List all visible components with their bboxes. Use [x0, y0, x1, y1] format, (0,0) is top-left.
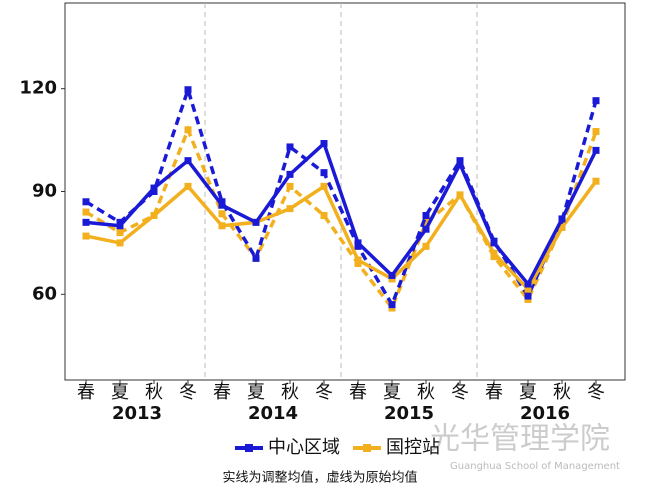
point — [456, 160, 464, 168]
point — [422, 218, 430, 226]
x-tick-label: 秋 — [553, 382, 571, 403]
point — [82, 198, 90, 206]
x-tick-label: 春 — [213, 382, 231, 403]
x-tick-label: 春 — [349, 382, 367, 403]
point — [524, 280, 532, 288]
group-label: 2013 — [112, 403, 162, 424]
y-tick-label: 60 — [32, 283, 57, 304]
x-tick-label: 夏 — [111, 382, 129, 403]
x-tick-label: 冬 — [587, 382, 605, 403]
point — [116, 239, 124, 247]
series-line — [85, 180, 598, 293]
series-line — [85, 140, 598, 288]
point — [286, 170, 294, 178]
point — [592, 146, 600, 154]
x-tick-label: 夏 — [247, 382, 265, 403]
point — [456, 191, 464, 199]
point — [422, 225, 430, 233]
point — [592, 177, 600, 185]
x-tick-label: 春 — [77, 382, 95, 403]
point — [184, 86, 192, 94]
point — [388, 301, 396, 309]
point — [252, 218, 260, 226]
group-label: 2016 — [520, 403, 570, 424]
point — [558, 215, 566, 223]
point — [184, 126, 192, 134]
legend-marker — [363, 444, 371, 452]
x-tick-label: 春 — [485, 382, 503, 403]
point — [286, 205, 294, 213]
point — [286, 143, 294, 151]
series-line — [85, 83, 598, 309]
note: 实线为调整均值，虚线为原始均值 — [222, 470, 417, 486]
point — [218, 201, 226, 209]
x-tick-label: 冬 — [315, 382, 333, 403]
point — [150, 211, 158, 219]
point — [150, 184, 158, 192]
x-tick-label: 冬 — [451, 382, 469, 403]
point — [320, 140, 328, 148]
point — [116, 222, 124, 230]
point — [422, 211, 430, 219]
point — [116, 229, 124, 237]
point — [422, 242, 430, 250]
x-tick-label: 秋 — [281, 382, 299, 403]
point — [490, 239, 498, 247]
point — [320, 211, 328, 219]
point — [388, 271, 396, 279]
point — [490, 249, 498, 257]
point — [524, 292, 532, 300]
point — [252, 254, 260, 262]
group-label: 2015 — [384, 403, 434, 424]
x-tick-label: 秋 — [145, 382, 163, 403]
point — [524, 285, 532, 293]
point — [82, 232, 90, 240]
point — [320, 182, 328, 190]
x-tick-label: 夏 — [383, 382, 401, 403]
y-tick-label: 120 — [19, 78, 57, 99]
legend-label: 中心区域 — [268, 437, 340, 458]
watermark-subtitle: Guanghua School of Management — [450, 461, 620, 472]
point — [592, 128, 600, 136]
x-tick-label: 秋 — [417, 382, 435, 403]
point — [286, 182, 294, 190]
point — [354, 239, 362, 247]
x-tick-label: 冬 — [179, 382, 197, 403]
point — [320, 169, 328, 177]
point — [184, 182, 192, 190]
point — [218, 222, 226, 230]
x-tick-label: 夏 — [519, 382, 537, 403]
legend-label: 国控站 — [386, 437, 440, 458]
point — [558, 223, 566, 231]
point — [592, 97, 600, 105]
point — [184, 157, 192, 165]
point — [82, 208, 90, 216]
point — [218, 210, 226, 218]
watermark-title: 光华管理学院 — [430, 422, 610, 457]
legend-marker — [245, 444, 253, 452]
point — [82, 218, 90, 226]
point — [354, 256, 362, 264]
y-tick-label: 90 — [32, 181, 57, 202]
group-label: 2014 — [248, 403, 298, 424]
